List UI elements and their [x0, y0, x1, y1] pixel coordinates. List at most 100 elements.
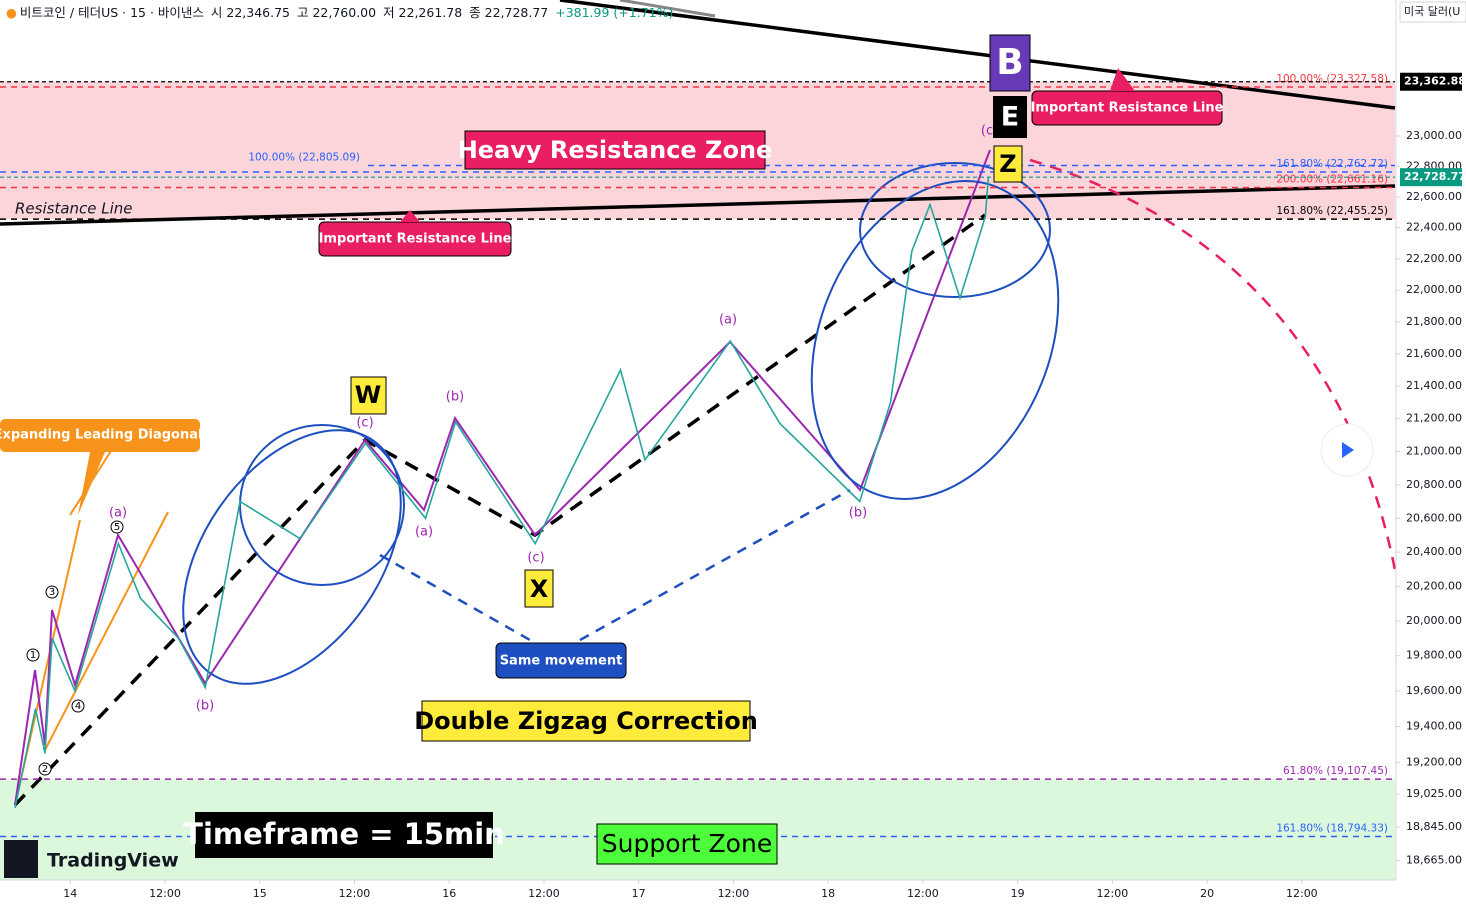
impulse-label: 2: [42, 764, 48, 775]
impulse-label: 1: [30, 650, 36, 661]
callout-text: Important Resistance Line: [1031, 101, 1224, 116]
callout-text: Expanding Leading Diagonal: [0, 428, 202, 443]
logo-icon: [4, 840, 38, 878]
y-tick-label: 23,000.00: [1406, 129, 1462, 142]
fib-label: 161.80% (22,455.25): [1276, 205, 1388, 217]
y-tick-label: 21,600.00: [1406, 347, 1462, 360]
wave-label: (b): [849, 506, 867, 521]
wave-label: (c): [527, 551, 544, 566]
callout-tail: [1110, 68, 1135, 91]
circle: [71, 699, 85, 713]
gray-line: [619, 0, 716, 18]
label-box: [993, 96, 1027, 138]
wave-label: (b): [446, 390, 464, 405]
x-tick-label: 12:00: [1097, 887, 1129, 900]
fib-label: 100.00% (23,327.58): [1276, 73, 1388, 85]
price-line: [14, 176, 990, 809]
zones: [0, 81, 1395, 880]
channel-dashed: [13, 213, 987, 807]
y-tick-label: 19,025.00: [1406, 787, 1462, 800]
y-tick-label: 20,400.00: [1406, 545, 1462, 558]
y-tick-label: 20,800.00: [1406, 478, 1462, 491]
callout-text: Important Resistance Line: [319, 232, 512, 247]
close: 종 22,728.77: [469, 5, 549, 20]
y-tick-label: 22,400.00: [1406, 221, 1462, 234]
x-tick-label: 15: [253, 887, 267, 900]
y-tick-label: 22,600.00: [1406, 190, 1462, 203]
x-tick-label: 12:00: [528, 887, 560, 900]
impulse-label: 5: [114, 522, 120, 533]
timeframe: Timeframe = 15min: [183, 817, 505, 851]
currency-box[interactable]: [1399, 1, 1466, 23]
callout-box: [596, 823, 778, 865]
coin-icon: ●: [6, 5, 17, 20]
y-tick-label: 20,000.00: [1406, 614, 1462, 627]
x-tick-label: 16: [442, 887, 456, 900]
low: 저 22,261.78: [383, 5, 463, 20]
y-tick-label: 19,200.00: [1406, 755, 1462, 768]
change: +381.99 (+1.71%): [555, 5, 674, 20]
upper-trend-line: [559, 0, 1396, 110]
ellipse: [810, 180, 1060, 500]
price-badge-label: 22,728.77: [1404, 170, 1466, 183]
x-tick-label: 20: [1200, 887, 1214, 900]
ellipse: [859, 162, 1051, 298]
callout-box: [195, 812, 493, 858]
y-tick-label: 19,800.00: [1406, 649, 1462, 662]
x-tick-label: 12:00: [149, 887, 181, 900]
circle: [45, 585, 59, 599]
open: 시 22,346.75: [210, 5, 290, 20]
y-tick-label: 18,665.00: [1406, 853, 1462, 866]
impulse-labels: 1 2 3 4 5: [26, 520, 124, 776]
callout-box: [495, 642, 627, 679]
y-tick-label: 21,200.00: [1406, 412, 1462, 425]
levels: 100.00% (23,327.58)100.00% (22,805.09)16…: [0, 73, 1395, 838]
play-icon: [1342, 442, 1354, 458]
zone-title: Heavy Resistance Zone: [458, 136, 773, 164]
y-tick-label: 19,600.00: [1406, 684, 1462, 697]
label-box: [993, 145, 1023, 183]
x-tick-label: 12:00: [1286, 887, 1318, 900]
high: 고 22,760.00: [296, 5, 377, 20]
y-tick-label: 20,600.00: [1406, 511, 1462, 524]
fib-label: 161.80% (22,762.72): [1276, 158, 1388, 170]
ellipse: [182, 429, 402, 685]
y-tick-label: 19,400.00: [1406, 719, 1462, 732]
symbol: 비트코인 / 테더US · 15 · 바이낸스: [19, 5, 204, 20]
line-label: Resistance Line: [15, 200, 133, 218]
circle: [38, 762, 52, 776]
label-box: [989, 34, 1031, 92]
fib-label: 100.00% (22,805.09): [248, 152, 360, 164]
wave-labels: (a) (c) (b) (a) (c) (a) (b) (b) (c: [109, 124, 993, 714]
y-tick-label: 21,400.00: [1406, 379, 1462, 392]
resistance-trend-line: [0, 184, 1396, 226]
price-badge: [1400, 168, 1462, 187]
fib-label: 61.80% (19,107.45): [1283, 765, 1388, 777]
fib-label: 161.80% (18,794.33): [1276, 822, 1388, 834]
x-tick-label: 14: [63, 887, 77, 900]
zone-title: Support Zone: [602, 829, 772, 858]
fib-label: 200.00% (22,661.16): [1276, 174, 1388, 186]
wave-label: (a): [109, 506, 127, 521]
wave-label: (a): [415, 525, 433, 540]
x-tick-label: 18: [821, 887, 835, 900]
x-tick-label: 19: [1011, 887, 1025, 900]
y-tick-label: 22,000.00: [1406, 283, 1462, 296]
price-axis: [1396, 0, 1466, 905]
dashed-arrow: [379, 553, 531, 642]
x-tick-label: 12:00: [718, 887, 750, 900]
callout-box: [421, 700, 751, 742]
y-tick-label: 22,200.00: [1406, 252, 1462, 265]
y-tick-label: 20,200.00: [1406, 579, 1462, 592]
price-badge: [1400, 72, 1462, 91]
circle: [110, 520, 124, 534]
callout-text: Same movement: [500, 654, 623, 669]
wave-label: (a): [719, 313, 737, 328]
axes: 23,000.0022,800.0022,600.0022,400.0022,2…: [63, 72, 1466, 900]
logo-text: TradingView: [47, 850, 179, 872]
pattern-title: Double Zigzag Correction: [414, 707, 758, 735]
price-badge-label: 23,362.88: [1404, 75, 1466, 88]
label-box: [350, 376, 387, 415]
